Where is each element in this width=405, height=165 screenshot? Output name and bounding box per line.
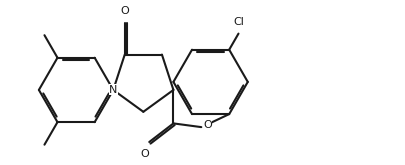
Text: O: O	[141, 149, 149, 159]
Text: N: N	[109, 85, 117, 95]
Text: O: O	[120, 6, 129, 16]
Text: Cl: Cl	[233, 17, 244, 27]
Text: O: O	[203, 119, 212, 130]
